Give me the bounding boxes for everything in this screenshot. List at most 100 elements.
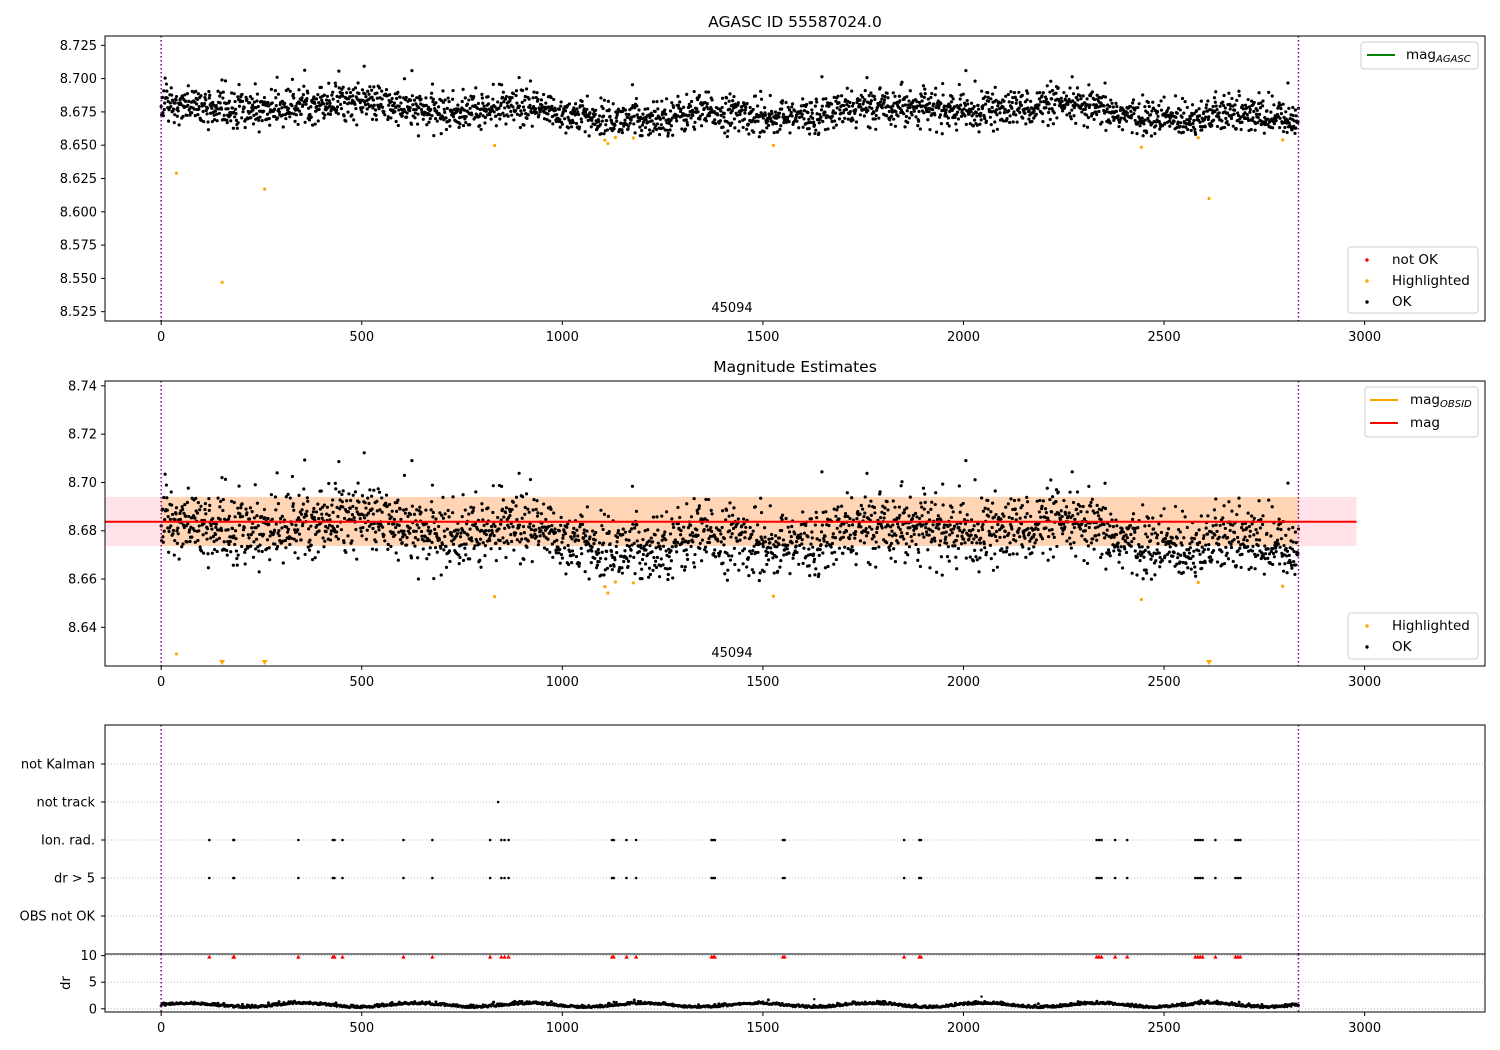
ok-point: [398, 507, 402, 511]
ok-point: [630, 543, 634, 547]
ok-point: [210, 106, 214, 110]
ok-point: [459, 115, 463, 119]
ok-point: [608, 126, 613, 131]
ok-point: [514, 495, 519, 499]
highlighted-point: [174, 171, 179, 175]
ok-point: [257, 118, 261, 123]
ok-point: [824, 97, 828, 101]
ok-point: [1176, 527, 1181, 532]
ok-point: [660, 514, 664, 518]
ok-point: [363, 516, 367, 520]
ok-point: [781, 112, 786, 116]
ok-point: [732, 546, 737, 550]
ok-point: [405, 111, 409, 115]
ok-point: [908, 105, 912, 110]
ok-point: [536, 97, 540, 102]
ok-point: [195, 102, 199, 106]
ok-point: [857, 102, 862, 107]
ok-point: [1150, 109, 1154, 113]
ok-point: [393, 110, 397, 114]
ok-point: [751, 118, 755, 122]
ok-point: [182, 511, 186, 515]
ok-point: [532, 90, 536, 94]
ok-point: [322, 545, 326, 549]
ok-point: [1026, 106, 1030, 110]
ok-point: [1286, 81, 1290, 85]
ok-point: [922, 535, 926, 539]
ok-point: [834, 99, 838, 103]
ok-point: [1148, 552, 1152, 556]
ok-point: [566, 543, 570, 548]
ok-point: [600, 524, 604, 528]
ok-point: [588, 111, 592, 115]
ok-point: [654, 559, 658, 563]
ok-point: [191, 514, 196, 518]
ok-point: [666, 577, 670, 582]
ok-point: [488, 112, 492, 117]
ok-point: [635, 539, 639, 543]
ok-point: [1237, 89, 1241, 93]
ok-point: [346, 534, 350, 538]
ok-point: [1130, 131, 1134, 135]
ok-point: [196, 92, 200, 96]
ok-point: [771, 556, 775, 560]
ok-point: [1179, 553, 1183, 557]
ok-point: [1106, 548, 1111, 552]
ok-point: [910, 539, 914, 543]
ok-point: [502, 541, 506, 545]
ok-point: [788, 572, 792, 576]
ok-point: [897, 516, 901, 520]
ok-point: [1202, 110, 1206, 114]
ok-point: [635, 113, 639, 117]
ok-point: [1223, 106, 1227, 110]
ok-point: [1279, 106, 1283, 111]
ok-point: [819, 115, 823, 119]
ok-point: [523, 98, 527, 102]
ok-point: [296, 556, 300, 560]
ok-point: [848, 533, 852, 537]
ok-point: [1194, 132, 1198, 136]
ok-point: [768, 114, 772, 118]
ok-point: [703, 547, 707, 552]
ok-point: [1194, 109, 1199, 113]
ok-point: [177, 557, 181, 561]
ok-point: [765, 562, 769, 567]
ok-point: [375, 96, 379, 100]
ok-point: [440, 513, 444, 517]
ok-point: [163, 101, 167, 105]
ok-point: [846, 547, 850, 551]
ok-point: [232, 92, 236, 96]
ok-point: [1247, 105, 1252, 109]
ok-point: [1076, 512, 1080, 516]
ok-point: [768, 93, 772, 98]
ok-point: [317, 529, 321, 533]
ok-point: [696, 110, 700, 114]
ok-point: [196, 538, 200, 543]
ok-point: [1159, 108, 1164, 112]
ok-point: [1093, 106, 1098, 110]
ok-point: [324, 98, 329, 102]
ok-point: [859, 105, 863, 109]
ok-point: [424, 508, 428, 512]
ok-point: [633, 131, 637, 135]
ok-point: [235, 563, 239, 567]
ok-point: [605, 566, 610, 570]
ok-point: [1160, 559, 1164, 563]
ok-point: [900, 480, 904, 484]
ok-point: [769, 117, 773, 121]
ok-point: [1023, 515, 1028, 519]
ok-point: [632, 114, 636, 118]
ok-point: [615, 113, 619, 117]
ok-point: [206, 128, 211, 132]
ok-point: [1068, 490, 1072, 494]
ok-point: [595, 563, 600, 567]
ok-point: [429, 91, 434, 95]
ok-point: [503, 526, 507, 530]
agasc-legend-ok-marker: [1365, 300, 1369, 304]
ok-point: [745, 127, 749, 131]
ok-point: [521, 495, 525, 499]
ok-point: [593, 538, 597, 542]
ok-point: [819, 530, 824, 534]
ok-point: [183, 502, 187, 507]
ok-point: [227, 99, 232, 103]
